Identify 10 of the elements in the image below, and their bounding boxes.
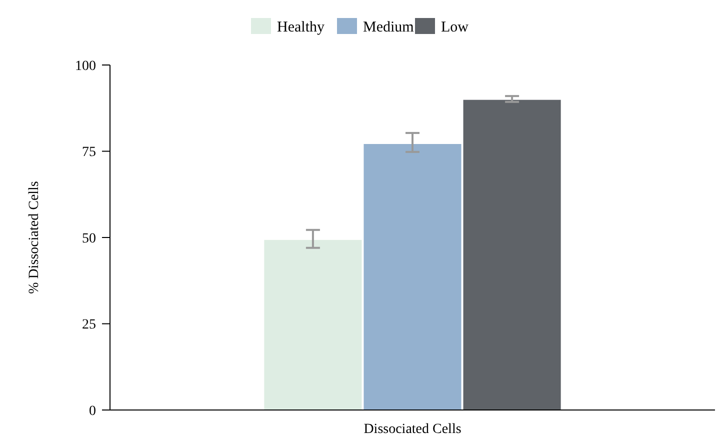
y-tick-label: 50: [82, 231, 96, 246]
x-tick-label: Dissociated Cells: [364, 422, 462, 437]
legend-label: Low: [441, 19, 469, 36]
y-tick-label: 100: [75, 58, 96, 74]
legend-label: Medium: [363, 19, 414, 36]
y-tick-label: 75: [82, 145, 96, 160]
legend-label: Healthy: [277, 19, 325, 36]
y-axis-title: % Dissociated Cells: [27, 181, 42, 294]
y-tick-label: 0: [89, 404, 96, 419]
y-tick-label: 25: [82, 318, 96, 333]
